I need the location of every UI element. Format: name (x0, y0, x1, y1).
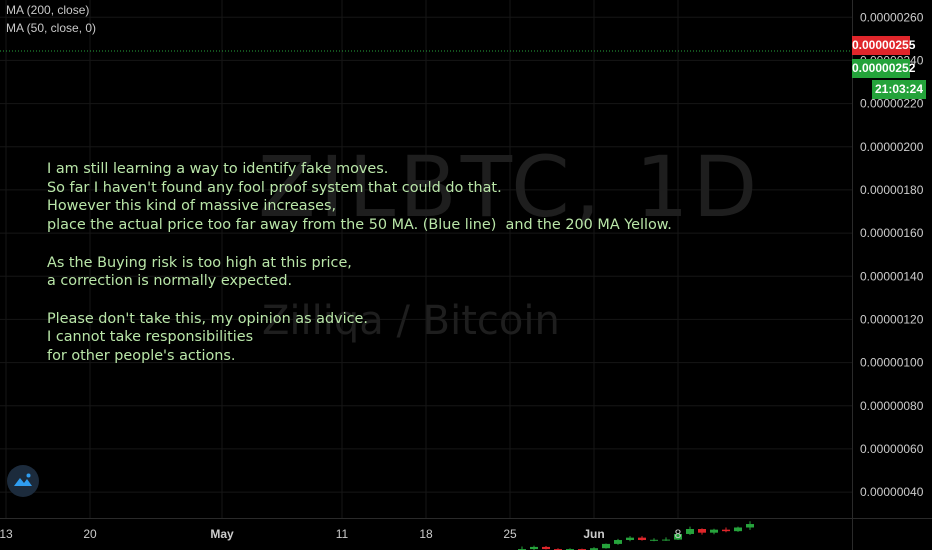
x-tick-label: 11 (336, 527, 349, 541)
last-price-tag: 0.00000252 (852, 59, 915, 78)
candle-countdown-timer: 21:03:24 (872, 80, 926, 99)
candle-down (698, 529, 706, 533)
candle-up (626, 537, 634, 541)
candle-up (710, 529, 718, 533)
annotation-line (47, 291, 672, 310)
candle-up (530, 546, 538, 550)
ma-price-tag: 0.00000255 (852, 36, 915, 55)
annotation-line (47, 235, 672, 254)
y-tick-label: 0.00000140 (860, 269, 924, 283)
candle-up (662, 539, 670, 541)
tradingview-logo-icon[interactable] (7, 465, 39, 497)
candle-down (722, 529, 730, 532)
candle-down (542, 546, 550, 550)
x-tick-label: 18 (419, 527, 433, 541)
candle-up (614, 540, 622, 544)
x-tick-label: 8 (675, 527, 682, 541)
candle-up (590, 548, 598, 550)
annotation-line: However this kind of massive increases, (47, 198, 337, 215)
y-tick-label: 0.00000100 (860, 356, 924, 370)
annotation-line: a correction is normally expected. (47, 273, 293, 290)
x-tick-label: 25 (503, 527, 517, 541)
annotation-line: place the actual price too far away from… (47, 217, 672, 234)
y-tick-label: 0.00000120 (860, 312, 924, 326)
ma200-legend[interactable]: MA (200, close) (6, 3, 90, 17)
x-tick-label: Jun (583, 527, 604, 541)
candle-up (602, 543, 610, 549)
y-tick-label: 0.00000260 (860, 10, 924, 24)
x-tick-label: 20 (83, 527, 97, 541)
ma50-legend[interactable]: MA (50, close, 0) (6, 21, 97, 35)
annotation-line: I cannot take responsibilities (47, 329, 254, 346)
y-tick-label: 0.00000220 (860, 97, 924, 111)
y-tick-label: 0.00000200 (860, 140, 924, 154)
candle-up (686, 529, 694, 534)
candle-up (674, 533, 682, 540)
annotation-line: As the Buying risk is too high at this p… (47, 254, 352, 271)
y-tick-label: 0.00000040 (860, 485, 924, 499)
mountain-icon (14, 473, 32, 486)
y-tick-label: 0.00000080 (860, 399, 924, 413)
candle-up (746, 524, 754, 528)
candle-down (638, 537, 646, 541)
annotation-line: So far I haven't found any fool proof sy… (47, 179, 502, 196)
annotation-line: for other people's actions. (47, 348, 236, 365)
candle-up (734, 527, 742, 532)
y-tick-label: 0.00000160 (860, 226, 924, 240)
annotation-line: I am still learning a way to identify fa… (47, 161, 389, 177)
y-tick-label: 0.00000180 (860, 183, 924, 197)
candle-up (650, 539, 658, 541)
annotation-line: Please don't take this, my opinion as ad… (47, 310, 368, 327)
annotation-text: I am still learning a way to identify fa… (47, 160, 672, 366)
x-tick-label: May (210, 527, 234, 541)
y-tick-label: 0.00000060 (860, 442, 924, 456)
x-tick-label: 13 (0, 527, 13, 541)
